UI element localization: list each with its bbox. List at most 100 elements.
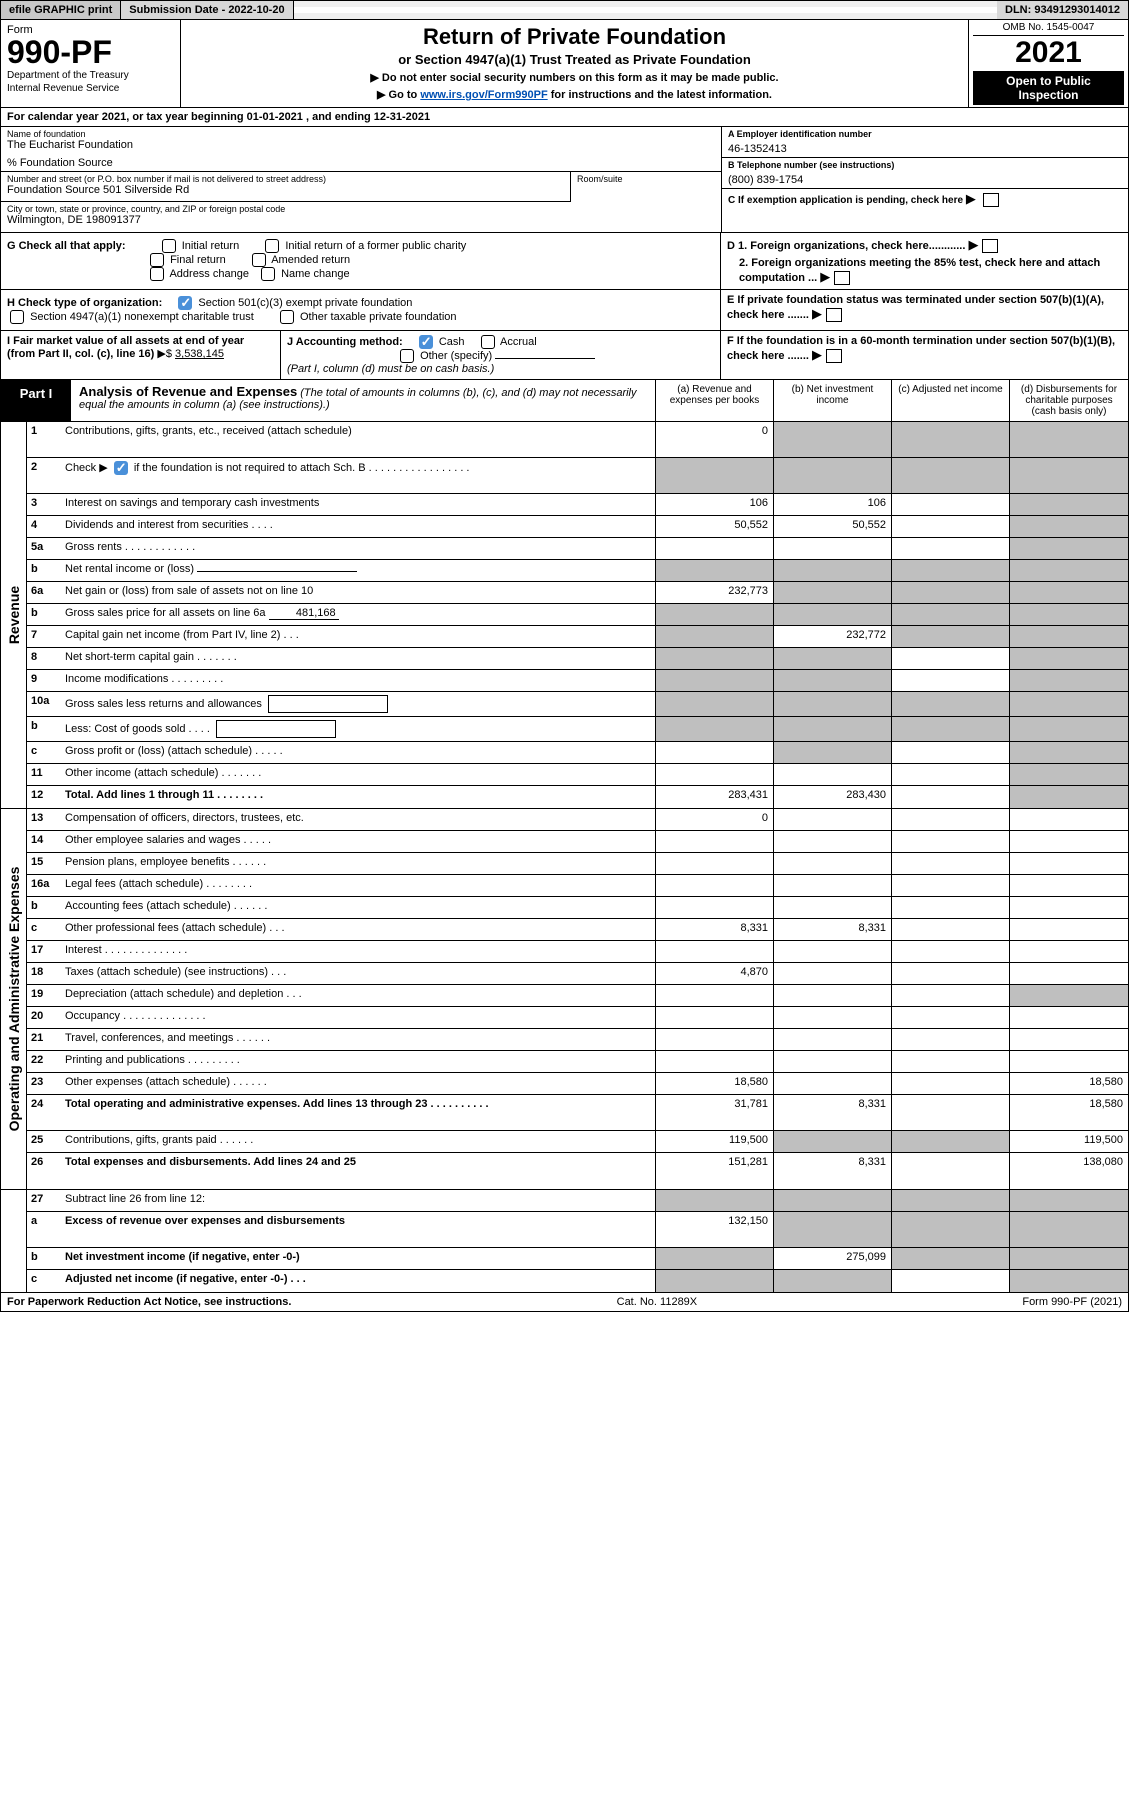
checkbox-final-return[interactable] bbox=[150, 253, 164, 267]
checkbox-initial-former[interactable] bbox=[265, 239, 279, 253]
form-number: 990-PF bbox=[7, 36, 174, 68]
col-d-head: (d) Disbursements for charitable purpose… bbox=[1010, 380, 1128, 421]
irs-link[interactable]: www.irs.gov/Form990PF bbox=[420, 89, 547, 101]
paperwork-notice: For Paperwork Reduction Act Notice, see … bbox=[7, 1296, 291, 1308]
row-10b-desc: Less: Cost of goods sold . . . . bbox=[61, 717, 656, 741]
row-27a-desc: Excess of revenue over expenses and disb… bbox=[61, 1212, 656, 1247]
row-9-desc: Income modifications . . . . . . . . . bbox=[61, 670, 656, 691]
checkbox-cash[interactable] bbox=[419, 335, 433, 349]
city-cell: City or town, state or province, country… bbox=[1, 202, 721, 232]
row-6a-desc: Net gain or (loss) from sale of assets n… bbox=[61, 582, 656, 603]
row-6b-desc: Gross sales price for all assets on line… bbox=[61, 604, 656, 625]
row-20-desc: Occupancy . . . . . . . . . . . . . . bbox=[61, 1007, 656, 1028]
checkbox-initial-return[interactable] bbox=[162, 239, 176, 253]
row-5b-desc: Net rental income or (loss) bbox=[61, 560, 656, 581]
row-24-desc: Total operating and administrative expen… bbox=[61, 1095, 656, 1130]
revenue-section: Revenue 1Contributions, gifts, grants, e… bbox=[0, 422, 1129, 809]
row-7-desc: Capital gain net income (from Part IV, l… bbox=[61, 626, 656, 647]
address-cell: Number and street (or P.O. box number if… bbox=[1, 172, 571, 202]
row-21-desc: Travel, conferences, and meetings . . . … bbox=[61, 1029, 656, 1050]
row-3-desc: Interest on savings and temporary cash i… bbox=[61, 494, 656, 515]
row-16c-desc: Other professional fees (attach schedule… bbox=[61, 919, 656, 940]
phone-cell: B Telephone number (see instructions) (8… bbox=[722, 158, 1128, 189]
part1-label: Part I bbox=[1, 380, 71, 421]
expenses-section: Operating and Administrative Expenses 13… bbox=[0, 809, 1129, 1190]
checkbox-amended[interactable] bbox=[252, 253, 266, 267]
calendar-year-row: For calendar year 2021, or tax year begi… bbox=[0, 108, 1129, 127]
revenue-side-label: Revenue bbox=[1, 422, 27, 808]
e-block: E If private foundation status was termi… bbox=[721, 290, 1128, 330]
tax-year: 2021 bbox=[973, 36, 1124, 69]
checkbox-e[interactable] bbox=[826, 308, 842, 322]
omb-number: OMB No. 1545-0047 bbox=[973, 22, 1124, 36]
i-block: I Fair market value of all assets at end… bbox=[1, 331, 281, 379]
row-27-desc: Subtract line 26 from line 12: bbox=[61, 1190, 656, 1211]
ssn-warning: ▶ Do not enter social security numbers o… bbox=[191, 71, 958, 84]
row-13-desc: Compensation of officers, directors, tru… bbox=[61, 809, 656, 830]
checkbox-f[interactable] bbox=[826, 349, 842, 363]
row-1-desc: Contributions, gifts, grants, etc., rece… bbox=[61, 422, 656, 457]
row-4-desc: Dividends and interest from securities .… bbox=[61, 516, 656, 537]
arrow-icon: ▶ bbox=[966, 191, 976, 206]
form-subtitle: or Section 4947(a)(1) Trust Treated as P… bbox=[191, 52, 958, 67]
room-cell: Room/suite bbox=[571, 172, 721, 202]
page-footer: For Paperwork Reduction Act Notice, see … bbox=[0, 1293, 1129, 1312]
checkbox-address-change[interactable] bbox=[150, 267, 164, 281]
submission-date: Submission Date - 2022-10-20 bbox=[121, 1, 293, 19]
checkbox-accrual[interactable] bbox=[481, 335, 495, 349]
row-14-desc: Other employee salaries and wages . . . … bbox=[61, 831, 656, 852]
row-19-desc: Depreciation (attach schedule) and deple… bbox=[61, 985, 656, 1006]
checkbox-c[interactable] bbox=[983, 193, 999, 207]
checkbox-501c3[interactable] bbox=[178, 296, 192, 310]
row-16a-desc: Legal fees (attach schedule) . . . . . .… bbox=[61, 875, 656, 896]
expenses-side-label: Operating and Administrative Expenses bbox=[1, 809, 27, 1189]
row-27c-desc: Adjusted net income (if negative, enter … bbox=[61, 1270, 656, 1292]
row-22-desc: Printing and publications . . . . . . . … bbox=[61, 1051, 656, 1072]
f-block: F If the foundation is in a 60-month ter… bbox=[721, 331, 1128, 379]
form-title-block: Return of Private Foundation or Section … bbox=[181, 20, 968, 107]
row-12-desc: Total. Add lines 1 through 11 . . . . . … bbox=[61, 786, 656, 808]
ein-cell: A Employer identification number 46-1352… bbox=[722, 127, 1128, 158]
checkbox-d2[interactable] bbox=[834, 271, 850, 285]
top-spacer bbox=[294, 7, 997, 13]
col-c-head: (c) Adjusted net income bbox=[892, 380, 1010, 421]
checkbox-4947[interactable] bbox=[10, 310, 24, 324]
checkbox-schb[interactable] bbox=[114, 461, 128, 475]
row-5a-desc: Gross rents . . . . . . . . . . . . bbox=[61, 538, 656, 559]
j-block: J Accounting method: Cash Accrual Other … bbox=[281, 331, 721, 379]
goto-note: ▶ Go to www.irs.gov/Form990PF for instru… bbox=[191, 88, 958, 101]
row-2-desc: Check ▶ if the foundation is not require… bbox=[61, 458, 656, 493]
top-bar: efile GRAPHIC print Submission Date - 20… bbox=[0, 0, 1129, 20]
form-ref: Form 990-PF (2021) bbox=[1022, 1296, 1122, 1308]
row-17-desc: Interest . . . . . . . . . . . . . . bbox=[61, 941, 656, 962]
efile-label[interactable]: efile GRAPHIC print bbox=[1, 1, 121, 19]
dln: DLN: 93491293014012 bbox=[997, 1, 1128, 19]
row-16b-desc: Accounting fees (attach schedule) . . . … bbox=[61, 897, 656, 918]
line27-section: 27Subtract line 26 from line 12: aExcess… bbox=[0, 1190, 1129, 1293]
row-8-desc: Net short-term capital gain . . . . . . … bbox=[61, 648, 656, 669]
part1-header: Part I Analysis of Revenue and Expenses … bbox=[0, 380, 1129, 422]
row-23-desc: Other expenses (attach schedule) . . . .… bbox=[61, 1073, 656, 1094]
checkbox-name-change[interactable] bbox=[261, 267, 275, 281]
part1-desc: Analysis of Revenue and Expenses (The to… bbox=[71, 380, 656, 421]
dept-treasury: Department of the Treasury bbox=[7, 70, 174, 81]
row-15-desc: Pension plans, employee benefits . . . .… bbox=[61, 853, 656, 874]
form-title: Return of Private Foundation bbox=[191, 24, 958, 50]
d-block: D 1. Foreign organizations, check here..… bbox=[721, 233, 1128, 289]
exemption-cell: C If exemption application is pending, c… bbox=[722, 189, 1128, 219]
h-row: H Check type of organization: Section 50… bbox=[7, 296, 714, 324]
row-27b-desc: Net investment income (if negative, ente… bbox=[61, 1248, 656, 1269]
entity-info: Name of foundation The Eucharist Foundat… bbox=[0, 127, 1129, 233]
row-18-desc: Taxes (attach schedule) (see instruction… bbox=[61, 963, 656, 984]
year-block: OMB No. 1545-0047 2021 Open to Public In… bbox=[968, 20, 1128, 107]
col-a-head: (a) Revenue and expenses per books bbox=[656, 380, 774, 421]
foundation-name-cell: Name of foundation The Eucharist Foundat… bbox=[1, 127, 721, 172]
irs-label: Internal Revenue Service bbox=[7, 83, 174, 94]
checkbox-other-taxable[interactable] bbox=[280, 310, 294, 324]
ijf-row: I Fair market value of all assets at end… bbox=[0, 331, 1129, 380]
form-id-block: Form 990-PF Department of the Treasury I… bbox=[1, 20, 181, 107]
checkbox-d1[interactable] bbox=[982, 239, 998, 253]
g-row: G Check all that apply: Initial return I… bbox=[7, 239, 714, 281]
checkbox-other-method[interactable] bbox=[400, 349, 414, 363]
row-11-desc: Other income (attach schedule) . . . . .… bbox=[61, 764, 656, 785]
